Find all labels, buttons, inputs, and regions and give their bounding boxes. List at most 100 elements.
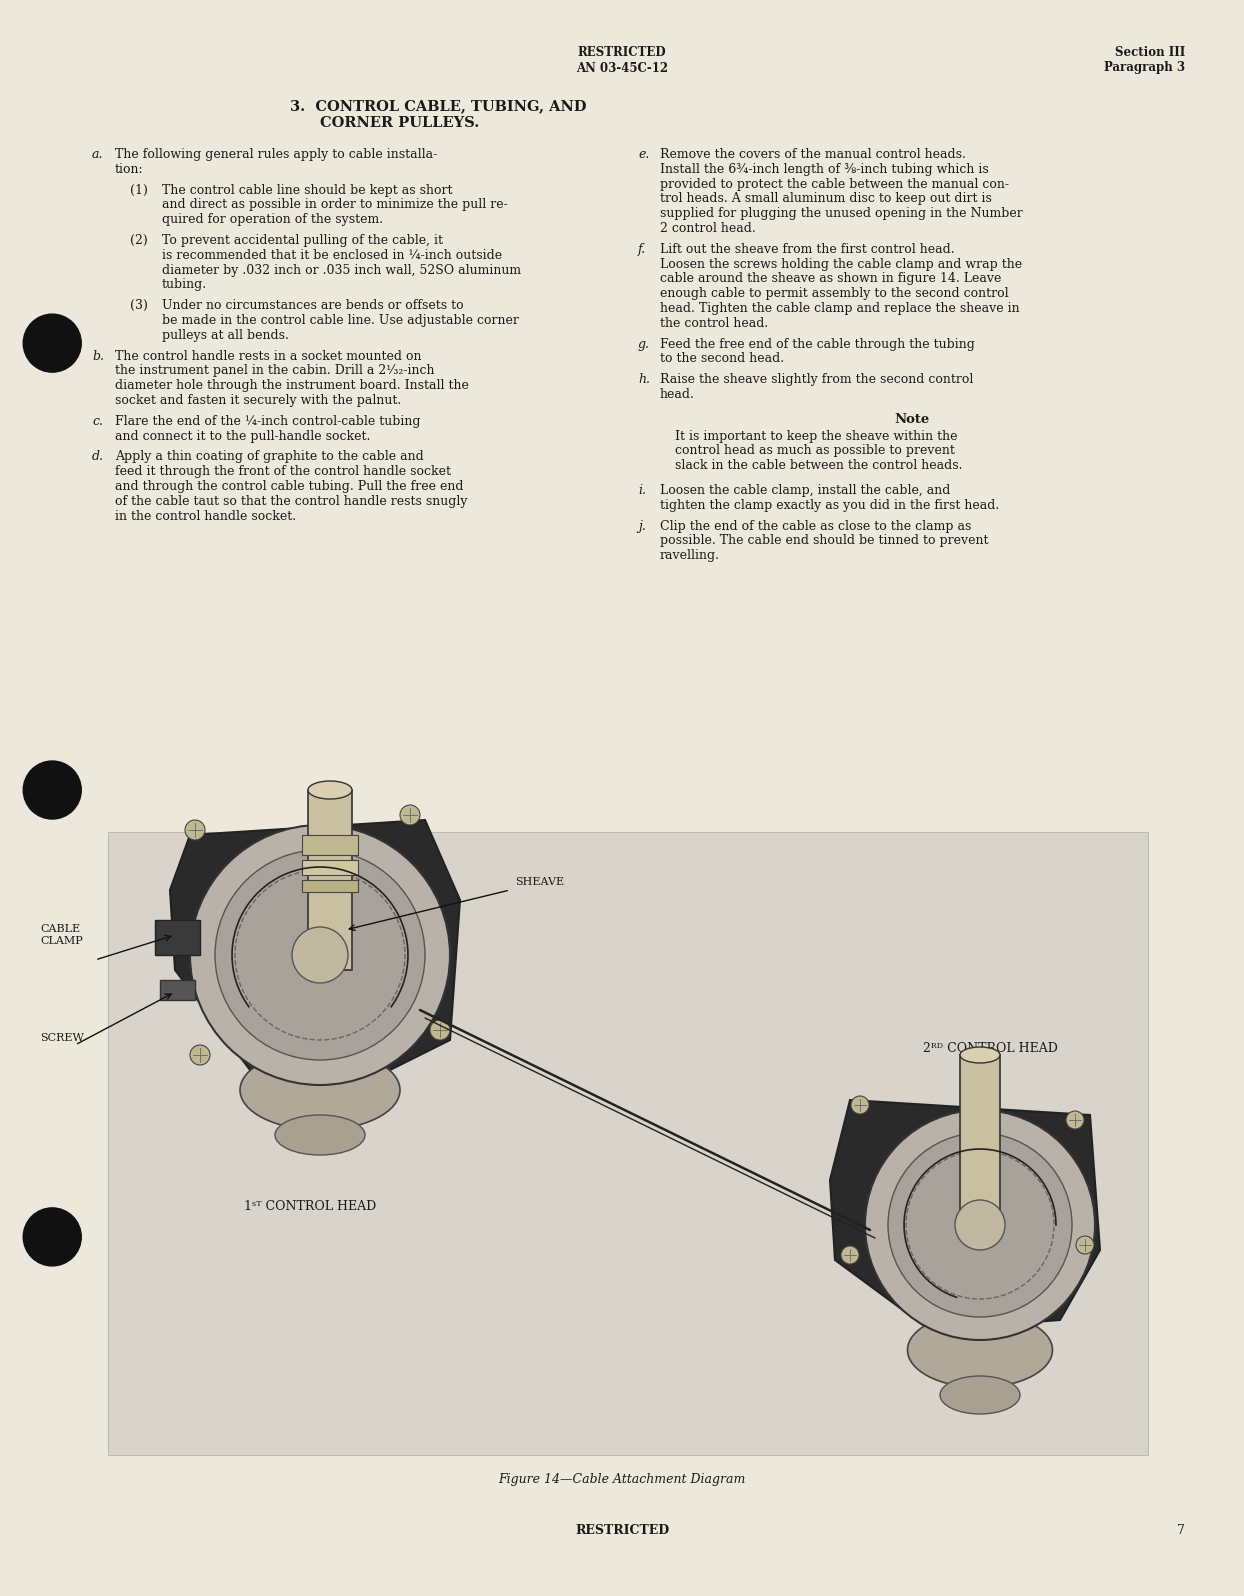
Text: Apply a thin coating of graphite to the cable and: Apply a thin coating of graphite to the … (114, 450, 424, 463)
Text: j.: j. (638, 520, 646, 533)
Ellipse shape (940, 1376, 1020, 1414)
Text: provided to protect the cable between the manual con-: provided to protect the cable between th… (661, 177, 1009, 190)
Text: Loosen the screws holding the cable clamp and wrap the: Loosen the screws holding the cable clam… (661, 257, 1023, 271)
Text: 7: 7 (1177, 1524, 1186, 1537)
Text: g.: g. (638, 338, 651, 351)
Polygon shape (830, 1100, 1100, 1329)
Circle shape (865, 1109, 1095, 1341)
Circle shape (292, 927, 348, 983)
Text: The control handle rests in a socket mounted on: The control handle rests in a socket mou… (114, 350, 422, 362)
Text: is recommended that it be enclosed in ¼-inch outside: is recommended that it be enclosed in ¼-… (162, 249, 503, 262)
Text: RESTRICTED: RESTRICTED (575, 1524, 669, 1537)
Bar (156, 919, 200, 954)
Bar (302, 879, 358, 892)
Text: Section III: Section III (1115, 46, 1186, 59)
Text: feed it through the front of the control handle socket: feed it through the front of the control… (114, 464, 452, 479)
Text: The control cable line should be kept as short: The control cable line should be kept as… (162, 184, 453, 196)
Bar (309, 790, 352, 970)
Text: the control head.: the control head. (661, 316, 769, 330)
Circle shape (24, 314, 81, 372)
Text: 3.  CONTROL CABLE, TUBING, AND: 3. CONTROL CABLE, TUBING, AND (290, 99, 586, 113)
Text: Remove the covers of the manual control heads.: Remove the covers of the manual control … (661, 148, 965, 161)
Text: in the control handle socket.: in the control handle socket. (114, 509, 296, 522)
Text: supplied for plugging the unused opening in the Number: supplied for plugging the unused opening… (661, 207, 1023, 220)
Circle shape (430, 1020, 450, 1041)
Text: RESTRICTED: RESTRICTED (577, 46, 667, 59)
Text: diameter by .032 inch or .035 inch wall, 52SO aluminum: diameter by .032 inch or .035 inch wall,… (162, 263, 521, 276)
Text: the instrument panel in the cabin. Drill a 2¹⁄₃₂-inch: the instrument panel in the cabin. Drill… (114, 364, 434, 377)
Bar (960, 1055, 1000, 1219)
Text: possible. The cable end should be tinned to prevent: possible. The cable end should be tinned… (661, 535, 989, 547)
Text: socket and fasten it securely with the palnut.: socket and fasten it securely with the p… (114, 394, 402, 407)
Text: be made in the control cable line. Use adjustable corner: be made in the control cable line. Use a… (162, 314, 519, 327)
Text: Lift out the sheave from the first control head.: Lift out the sheave from the first contr… (661, 243, 954, 255)
Text: Under no circumstances are bends or offsets to: Under no circumstances are bends or offs… (162, 298, 464, 313)
Text: The following general rules apply to cable installa-: The following general rules apply to cab… (114, 148, 437, 161)
Bar (302, 835, 358, 855)
Text: tubing.: tubing. (162, 278, 207, 292)
Text: tighten the clamp exactly as you did in the first head.: tighten the clamp exactly as you did in … (661, 500, 999, 512)
Ellipse shape (275, 1116, 364, 1156)
Text: to the second head.: to the second head. (661, 353, 784, 365)
Text: (1): (1) (131, 184, 148, 196)
Circle shape (851, 1096, 870, 1114)
Circle shape (1066, 1111, 1084, 1128)
Text: slack in the cable between the control heads.: slack in the cable between the control h… (675, 460, 963, 472)
Text: quired for operation of the system.: quired for operation of the system. (162, 214, 383, 227)
Text: CORNER PULLEYS.: CORNER PULLEYS. (320, 117, 479, 129)
Text: AN 03-45C-12: AN 03-45C-12 (576, 62, 668, 75)
Ellipse shape (908, 1312, 1052, 1387)
Text: cable around the sheave as shown in figure 14. Leave: cable around the sheave as shown in figu… (661, 273, 1001, 286)
Text: SCREW: SCREW (40, 1033, 83, 1044)
Bar (302, 860, 358, 875)
Polygon shape (170, 820, 460, 1080)
Text: Note: Note (894, 413, 929, 426)
Circle shape (401, 804, 420, 825)
Text: 2 control head.: 2 control head. (661, 222, 756, 235)
Text: and connect it to the pull-handle socket.: and connect it to the pull-handle socket… (114, 429, 371, 442)
Text: e.: e. (638, 148, 649, 161)
Text: Flare the end of the ¼-inch control-cable tubing: Flare the end of the ¼-inch control-cabl… (114, 415, 420, 428)
Circle shape (955, 1200, 1005, 1250)
Text: SHEAVE: SHEAVE (515, 876, 564, 887)
Text: pulleys at all bends.: pulleys at all bends. (162, 329, 289, 342)
Text: Install the 6¾-inch length of ⅜-inch tubing which is: Install the 6¾-inch length of ⅜-inch tub… (661, 163, 989, 176)
Text: h.: h. (638, 373, 651, 386)
Text: 1ˢᵀ CONTROL HEAD: 1ˢᵀ CONTROL HEAD (244, 1200, 376, 1213)
Text: control head as much as possible to prevent: control head as much as possible to prev… (675, 444, 955, 458)
Text: head. Tighten the cable clamp and replace the sheave in: head. Tighten the cable clamp and replac… (661, 302, 1020, 314)
Text: head.: head. (661, 388, 695, 401)
Text: Feed the free end of the cable through the tubing: Feed the free end of the cable through t… (661, 338, 975, 351)
Text: Clip the end of the cable as close to the clamp as: Clip the end of the cable as close to th… (661, 520, 972, 533)
Circle shape (841, 1246, 860, 1264)
Text: trol heads. A small aluminum disc to keep out dirt is: trol heads. A small aluminum disc to kee… (661, 193, 991, 206)
Text: To prevent accidental pulling of the cable, it: To prevent accidental pulling of the cab… (162, 235, 443, 247)
Circle shape (185, 820, 205, 839)
Text: (2): (2) (131, 235, 148, 247)
Text: c.: c. (92, 415, 103, 428)
Text: Loosen the cable clamp, install the cable, and: Loosen the cable clamp, install the cabl… (661, 484, 950, 496)
Circle shape (215, 851, 425, 1060)
Text: CABLE
CLAMP: CABLE CLAMP (40, 924, 83, 946)
Ellipse shape (960, 1047, 1000, 1063)
Text: Figure 14—Cable Attachment Diagram: Figure 14—Cable Attachment Diagram (499, 1473, 745, 1486)
Text: of the cable taut so that the control handle rests snugly: of the cable taut so that the control ha… (114, 495, 468, 508)
Ellipse shape (240, 1050, 401, 1130)
Text: f.: f. (638, 243, 646, 255)
Bar (160, 980, 195, 1001)
Circle shape (190, 1045, 210, 1065)
Circle shape (24, 761, 81, 819)
Text: Paragraph 3: Paragraph 3 (1103, 62, 1186, 75)
Text: 2ᴿᴰ CONTROL HEAD: 2ᴿᴰ CONTROL HEAD (923, 1042, 1057, 1055)
Ellipse shape (309, 780, 352, 800)
Bar (108, 832, 1148, 1456)
Text: and through the control cable tubing. Pull the free end: and through the control cable tubing. Pu… (114, 480, 464, 493)
Circle shape (24, 1208, 81, 1266)
Text: and direct as possible in order to minimize the pull re-: and direct as possible in order to minim… (162, 198, 508, 211)
Text: enough cable to permit assembly to the second control: enough cable to permit assembly to the s… (661, 287, 1009, 300)
Text: diameter hole through the instrument board. Install the: diameter hole through the instrument boa… (114, 380, 469, 393)
Circle shape (1076, 1235, 1093, 1254)
Text: (3): (3) (131, 298, 148, 313)
Circle shape (190, 825, 450, 1085)
Circle shape (888, 1133, 1072, 1317)
